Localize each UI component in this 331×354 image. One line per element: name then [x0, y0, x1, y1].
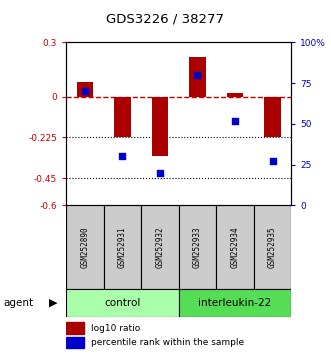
Point: [157, 170, 163, 176]
Bar: [66, 337, 84, 348]
Bar: [104, 205, 141, 289]
Bar: [152, 97, 168, 156]
Point: [232, 118, 238, 124]
Bar: [216, 205, 254, 289]
Bar: [66, 289, 179, 317]
Text: control: control: [104, 298, 141, 308]
Bar: [264, 97, 281, 137]
Text: log10 ratio: log10 ratio: [91, 324, 140, 333]
Bar: [179, 289, 291, 317]
Text: GSM252932: GSM252932: [156, 226, 165, 268]
Text: ▶: ▶: [49, 298, 58, 308]
Bar: [141, 205, 179, 289]
Point: [82, 88, 88, 94]
Text: GSM252890: GSM252890: [80, 226, 89, 268]
Bar: [114, 97, 131, 137]
Text: interleukin-22: interleukin-22: [198, 298, 272, 308]
Text: agent: agent: [3, 298, 33, 308]
Bar: [76, 82, 93, 97]
Bar: [189, 57, 206, 97]
Text: GSM252931: GSM252931: [118, 226, 127, 268]
Bar: [66, 205, 104, 289]
Bar: [254, 205, 291, 289]
Bar: [179, 205, 216, 289]
Point: [270, 159, 275, 164]
Bar: [66, 322, 84, 334]
Text: GDS3226 / 38277: GDS3226 / 38277: [107, 12, 224, 25]
Point: [195, 72, 200, 78]
Point: [120, 154, 125, 159]
Bar: [226, 93, 244, 97]
Text: GSM252934: GSM252934: [230, 226, 240, 268]
Text: GSM252933: GSM252933: [193, 226, 202, 268]
Text: GSM252935: GSM252935: [268, 226, 277, 268]
Text: percentile rank within the sample: percentile rank within the sample: [91, 338, 244, 347]
